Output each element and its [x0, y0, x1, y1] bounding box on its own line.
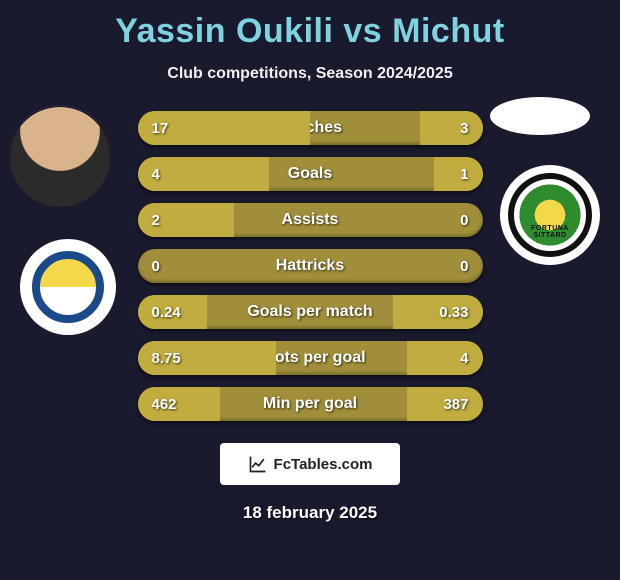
brand-text: FcTables.com [274, 456, 373, 473]
vs-label: vs [343, 12, 392, 50]
stat-value-left: 2 [152, 212, 160, 229]
stat-bar: 462Min per goal387 [138, 387, 483, 421]
chart-icon [248, 454, 268, 474]
player2-name: Michut [392, 12, 505, 50]
stat-value-right: 0 [460, 258, 468, 275]
stat-value-left: 8.75 [152, 350, 181, 367]
stat-bar: 4Goals1 [138, 157, 483, 191]
stat-bar: 0Hattricks0 [138, 249, 483, 283]
stat-bar: 17Matches3 [138, 111, 483, 145]
page-title: Yassin Oukili vs Michut [0, 0, 620, 51]
stat-value-right: 3 [460, 120, 468, 137]
comparison-stage: FORTUNA SITTARD 17Matches3 4Goals1 2Assist… [0, 111, 620, 421]
stat-fill-right [393, 295, 483, 329]
stat-label: Hattricks [138, 257, 483, 275]
stat-bar: 2Assists0 [138, 203, 483, 237]
stat-fill-right [434, 157, 482, 191]
player2-avatar [490, 97, 590, 135]
stat-fill-right [420, 111, 482, 145]
stat-value-left: 462 [152, 396, 177, 413]
crest-right-text: FORTUNA SITTARD [514, 225, 586, 239]
stat-value-left: 4 [152, 166, 160, 183]
stat-value-right: 0 [460, 212, 468, 229]
player1-avatar [8, 105, 112, 209]
stat-value-left: 0.24 [152, 304, 181, 321]
stat-value-right: 1 [460, 166, 468, 183]
subtitle: Club competitions, Season 2024/2025 [0, 65, 620, 83]
crest-left-inner [32, 251, 104, 323]
player2-club-crest: FORTUNA SITTARD [500, 165, 600, 265]
stat-bars: 17Matches34Goals12Assists00Hattricks00.2… [138, 111, 483, 421]
stat-value-right: 0.33 [439, 304, 468, 321]
stat-fill-right [407, 341, 483, 375]
crest-right-ring: FORTUNA SITTARD [508, 173, 592, 257]
player1-club-crest [20, 239, 116, 335]
stat-bar: 0.24Goals per match0.33 [138, 295, 483, 329]
date-label: 18 february 2025 [0, 503, 620, 523]
stat-value-left: 0 [152, 258, 160, 275]
stat-value-left: 17 [152, 120, 169, 137]
stat-value-right: 387 [443, 396, 468, 413]
player1-name: Yassin Oukili [115, 12, 333, 50]
stat-fill-left [138, 387, 221, 421]
stat-value-right: 4 [460, 350, 468, 367]
stat-bar: 8.75Shots per goal4 [138, 341, 483, 375]
brand-badge: FcTables.com [220, 443, 400, 485]
